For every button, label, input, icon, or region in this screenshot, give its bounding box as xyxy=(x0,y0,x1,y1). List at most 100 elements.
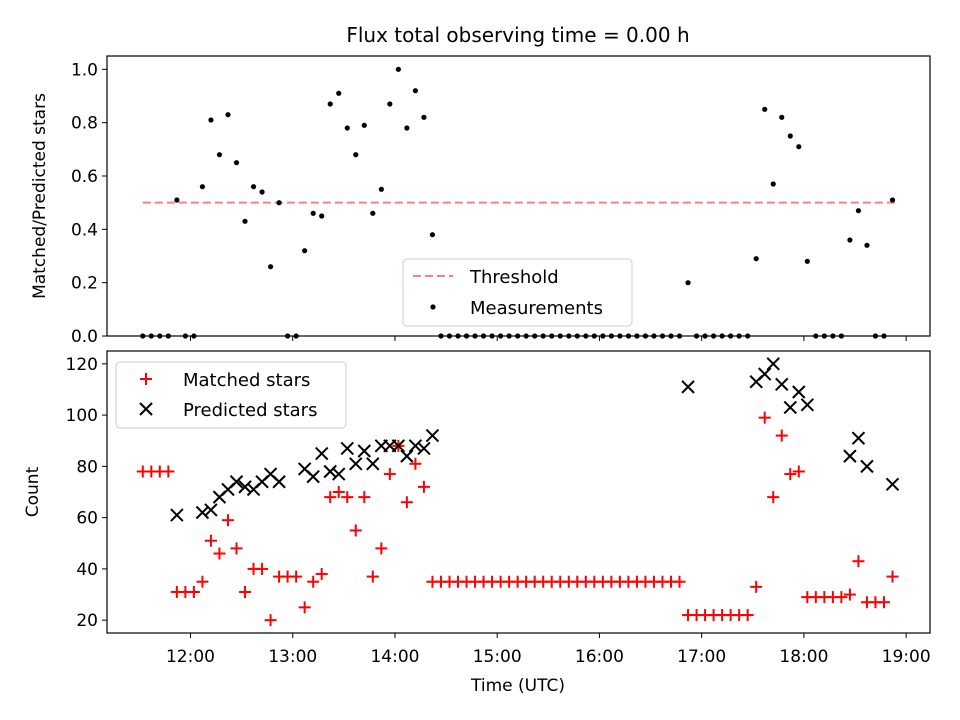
predicted-star-point-b xyxy=(766,357,780,371)
matched-star-point xyxy=(375,542,388,555)
predicted-star-point-b xyxy=(400,449,414,463)
measurement-point xyxy=(233,160,240,166)
predicted-star-point-b xyxy=(297,462,312,476)
matched-star-point xyxy=(758,411,771,424)
predicted-star-point xyxy=(792,385,806,399)
matched-star-point xyxy=(400,496,413,509)
matched-star-point xyxy=(409,457,422,470)
ratio-y-tick-label: 1.0 xyxy=(71,60,98,80)
predicted-star-point xyxy=(332,467,346,481)
measurement-point xyxy=(395,66,401,72)
measurement-point xyxy=(762,106,768,112)
predicted-star-point xyxy=(400,449,414,463)
matched-star-point xyxy=(221,514,234,527)
time-x-axis-label: Time (UTC) xyxy=(470,676,565,696)
predicted-star-point-b xyxy=(340,441,354,456)
matched-star-point xyxy=(349,524,362,537)
predicted-star-point-b xyxy=(860,459,874,474)
predicted-star-point xyxy=(800,398,815,412)
legend-matched-label: Matched stars xyxy=(183,370,310,391)
matched-star-point xyxy=(341,491,354,504)
ratio-axes-frame xyxy=(106,55,931,337)
measurement-point xyxy=(276,200,282,206)
measurement-point xyxy=(319,213,325,219)
ratio-y-tick-label: 0.6 xyxy=(71,167,98,187)
predicted-star-point xyxy=(314,446,329,461)
matched-star-point xyxy=(673,575,686,588)
matched-star-point xyxy=(383,468,396,481)
measurement-point xyxy=(889,197,896,203)
predicted-star-point-b xyxy=(306,469,320,484)
matched-star-point xyxy=(792,465,805,478)
predicted-star-point-b xyxy=(195,505,210,520)
matched-star-point xyxy=(230,542,243,555)
measurement-point xyxy=(344,125,350,131)
legend-threshold-label: Threshold xyxy=(469,267,559,288)
measurement-point xyxy=(216,152,223,158)
time-x-tick-label: 13:00 xyxy=(268,647,317,667)
measurement-point xyxy=(327,101,333,107)
count-y-tick-label: 40 xyxy=(76,560,98,580)
predicted-star-point-b xyxy=(417,441,431,456)
matched-star-point xyxy=(358,491,371,504)
measurement-point xyxy=(302,248,308,254)
measurement-point xyxy=(770,181,776,187)
predicted-star-point-b xyxy=(885,477,900,492)
predicted-star-point-b xyxy=(272,475,286,489)
predicted-star-point-b xyxy=(238,480,252,494)
count-y-axis-label: Count xyxy=(23,466,43,517)
matched-star-point xyxy=(256,562,269,575)
ratio-y-tick-label: 0.8 xyxy=(71,114,98,134)
ratio-legend: Threshold Measurements xyxy=(402,258,633,327)
predicted-star-point xyxy=(681,380,695,394)
predicted-star-point xyxy=(170,508,184,522)
chart-title: Flux total observing time = 0.00 h xyxy=(346,23,689,47)
predicted-star-point xyxy=(417,441,431,456)
measurement-point xyxy=(370,210,376,216)
predicted-star-point-b xyxy=(204,503,218,517)
ratio-y-axis-label: Matched/Predicted stars xyxy=(30,93,50,299)
matched-star-point xyxy=(315,568,328,581)
predicted-star-point-b xyxy=(792,385,806,399)
predicted-star-point-b xyxy=(314,446,329,461)
measurement-point xyxy=(404,125,410,131)
measurement-point xyxy=(804,258,810,264)
predicted-star-point xyxy=(425,428,440,443)
predicted-star-point xyxy=(357,444,372,458)
predicted-star-point-b xyxy=(391,439,406,453)
matched-star-point xyxy=(204,534,217,547)
time-x-tick-label: 12:00 xyxy=(166,647,215,667)
predicted-star-point xyxy=(272,475,286,489)
legend-matched-marker xyxy=(140,373,152,385)
measurement-point xyxy=(412,88,419,94)
predicted-star-point-b xyxy=(357,444,372,458)
predicted-star-point-b xyxy=(758,367,772,381)
predicted-star-point-b xyxy=(800,398,815,412)
measurement-point xyxy=(225,112,231,118)
matched-star-point xyxy=(767,491,780,504)
legend-predicted-marker xyxy=(139,402,153,416)
measurement-point xyxy=(787,133,793,139)
count-y-tick-label: 100 xyxy=(66,406,98,426)
count-y-tick-label: 80 xyxy=(76,457,98,477)
predicted-star-point-b xyxy=(783,400,797,415)
predicted-star-point-b xyxy=(425,428,440,443)
measurement-point xyxy=(796,144,802,150)
legend-measurements-label: Measurements xyxy=(470,298,603,319)
measurement-point xyxy=(174,197,180,203)
predicted-star-point-b xyxy=(323,464,337,479)
predicted-star-point xyxy=(229,475,244,489)
predicted-star-point xyxy=(306,469,320,484)
legend-predicted-marker-b xyxy=(139,402,153,416)
predicted-star-point xyxy=(238,480,252,494)
measurement-point xyxy=(847,237,853,243)
predicted-star-point-b xyxy=(229,475,244,489)
count-legend-box xyxy=(115,361,347,429)
matched-star-point xyxy=(239,585,252,598)
measurement-point xyxy=(310,210,316,216)
matched-star-point xyxy=(417,480,430,493)
matched-star-point xyxy=(784,468,797,481)
measurement-point xyxy=(267,264,274,270)
predicted-star-point-b xyxy=(366,457,380,471)
